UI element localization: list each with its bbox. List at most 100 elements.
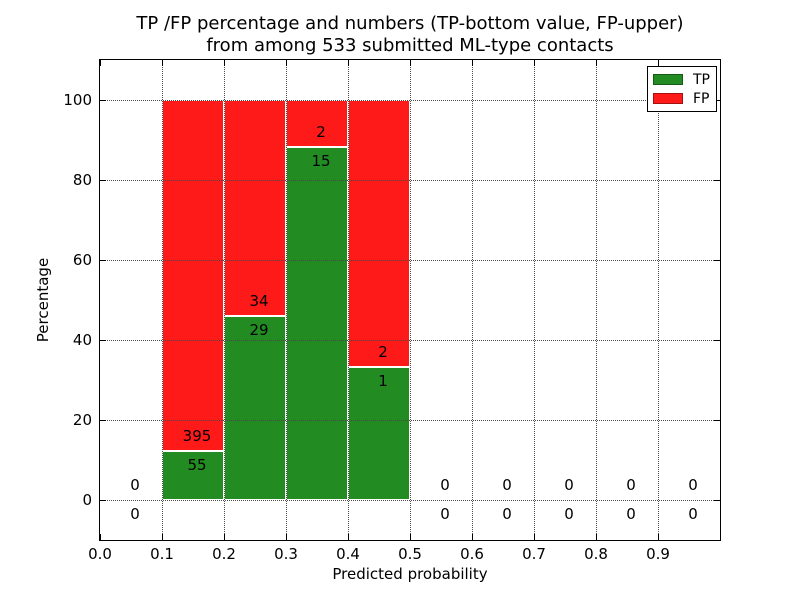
x-axis-label: Predicted probability <box>332 565 488 583</box>
x-tick <box>595 60 597 66</box>
y-tick <box>100 339 106 341</box>
fp-count-label: 0 <box>564 476 574 494</box>
x-tick-label: 0.2 <box>212 545 236 563</box>
x-gridline <box>285 60 287 540</box>
y-tick <box>714 259 720 261</box>
x-gridline <box>595 60 597 540</box>
x-tick <box>161 534 163 540</box>
fp-legend-swatch <box>653 93 683 104</box>
chart-title: TP /FP percentage and numbers (TP-bottom… <box>99 13 721 57</box>
fp-count-label: 0 <box>626 476 636 494</box>
y-tick <box>714 179 720 181</box>
y-tick <box>100 419 106 421</box>
tp-legend-label: TP <box>693 71 710 88</box>
y-gridline <box>100 99 720 101</box>
x-tick-label: 0.1 <box>150 545 174 563</box>
plot-area: 0 0 395 55 34 29 2 15 2 1 0 0 0 0 0 0 0 0 0 0 <box>99 59 721 541</box>
fp-bar-segment <box>224 100 286 316</box>
fp-bar-segment <box>348 100 410 367</box>
fp-count-label: 395 <box>182 427 212 446</box>
x-tick-label: 0.5 <box>398 545 422 563</box>
tp-count-label: 0 <box>130 505 140 523</box>
x-tick <box>347 60 349 66</box>
y-gridline <box>100 499 720 501</box>
fp-count-label: 0 <box>130 476 140 494</box>
tp-count-label: 15 <box>311 152 331 171</box>
x-tick-label: 0.4 <box>336 545 360 563</box>
x-tick <box>533 60 535 66</box>
x-tick <box>471 534 473 540</box>
x-gridline <box>533 60 535 540</box>
x-tick <box>471 60 473 66</box>
y-tick-label: 80 <box>72 171 92 189</box>
tp-count-label: 0 <box>564 505 574 523</box>
fp-count-label: 34 <box>249 291 269 310</box>
y-gridline <box>100 339 720 341</box>
legend-item-tp: TP <box>653 73 716 87</box>
x-tick <box>347 534 349 540</box>
fp-count-label: 0 <box>440 476 450 494</box>
x-tick <box>533 534 535 540</box>
fp-bar-segment <box>162 100 224 452</box>
x-gridline <box>409 60 411 540</box>
y-tick <box>714 419 720 421</box>
tp-count-label: 29 <box>249 320 269 339</box>
tp-count-label: 1 <box>378 371 388 390</box>
x-gridline <box>223 60 225 540</box>
x-tick <box>285 60 287 66</box>
x-tick-label: 0.7 <box>522 545 546 563</box>
x-tick <box>595 534 597 540</box>
x-tick-label: 0.9 <box>646 545 670 563</box>
x-gridline <box>161 60 163 540</box>
x-tick <box>285 534 287 540</box>
x-tick <box>657 534 659 540</box>
y-tick <box>100 259 106 261</box>
fp-bar-segment <box>286 100 348 148</box>
tp-bar-segment <box>286 147 348 500</box>
tp-legend-swatch <box>653 74 683 85</box>
tp-count-label: 0 <box>440 505 450 523</box>
y-tick <box>100 99 106 101</box>
chart-title-line1: TP /FP percentage and numbers (TP-bottom… <box>136 13 684 34</box>
x-tick <box>99 534 101 540</box>
x-gridline <box>471 60 473 540</box>
y-tick <box>714 499 720 501</box>
x-tick-label: 0.6 <box>460 545 484 563</box>
y-tick-label: 40 <box>72 331 92 349</box>
tp-bar-segment <box>224 315 286 500</box>
x-gridline <box>347 60 349 540</box>
y-tick-label: 60 <box>72 251 92 269</box>
x-gridline <box>657 60 659 540</box>
tp-bar-segment <box>162 451 224 500</box>
fp-legend-label: FP <box>693 90 710 107</box>
fp-count-label: 0 <box>688 476 698 494</box>
y-tick-label: 20 <box>72 411 92 429</box>
y-tick <box>100 499 106 501</box>
tp-bar-segment <box>348 366 410 500</box>
x-tick <box>409 534 411 540</box>
y-tick-label: 100 <box>63 91 92 109</box>
fp-count-label: 2 <box>378 342 388 361</box>
y-tick <box>714 339 720 341</box>
legend-item-fp: FP <box>653 92 716 106</box>
x-tick <box>223 534 225 540</box>
x-tick <box>223 60 225 66</box>
y-axis-label: Percentage <box>34 257 52 343</box>
x-tick <box>161 60 163 66</box>
y-tick <box>714 99 720 101</box>
fp-count-label: 2 <box>316 123 326 142</box>
tp-count-label: 55 <box>187 456 207 475</box>
y-tick-label: 0 <box>82 491 92 509</box>
x-tick-label: 0.3 <box>274 545 298 563</box>
y-gridline <box>100 259 720 261</box>
legend: TP FP <box>647 66 717 112</box>
chart-title-line2: from among 533 submitted ML-type contact… <box>206 35 614 56</box>
x-tick-label: 0.8 <box>584 545 608 563</box>
x-tick <box>657 60 659 66</box>
tp-count-label: 0 <box>502 505 512 523</box>
tp-count-label: 0 <box>626 505 636 523</box>
y-tick <box>100 179 106 181</box>
y-gridline <box>100 419 720 421</box>
x-tick <box>99 60 101 66</box>
